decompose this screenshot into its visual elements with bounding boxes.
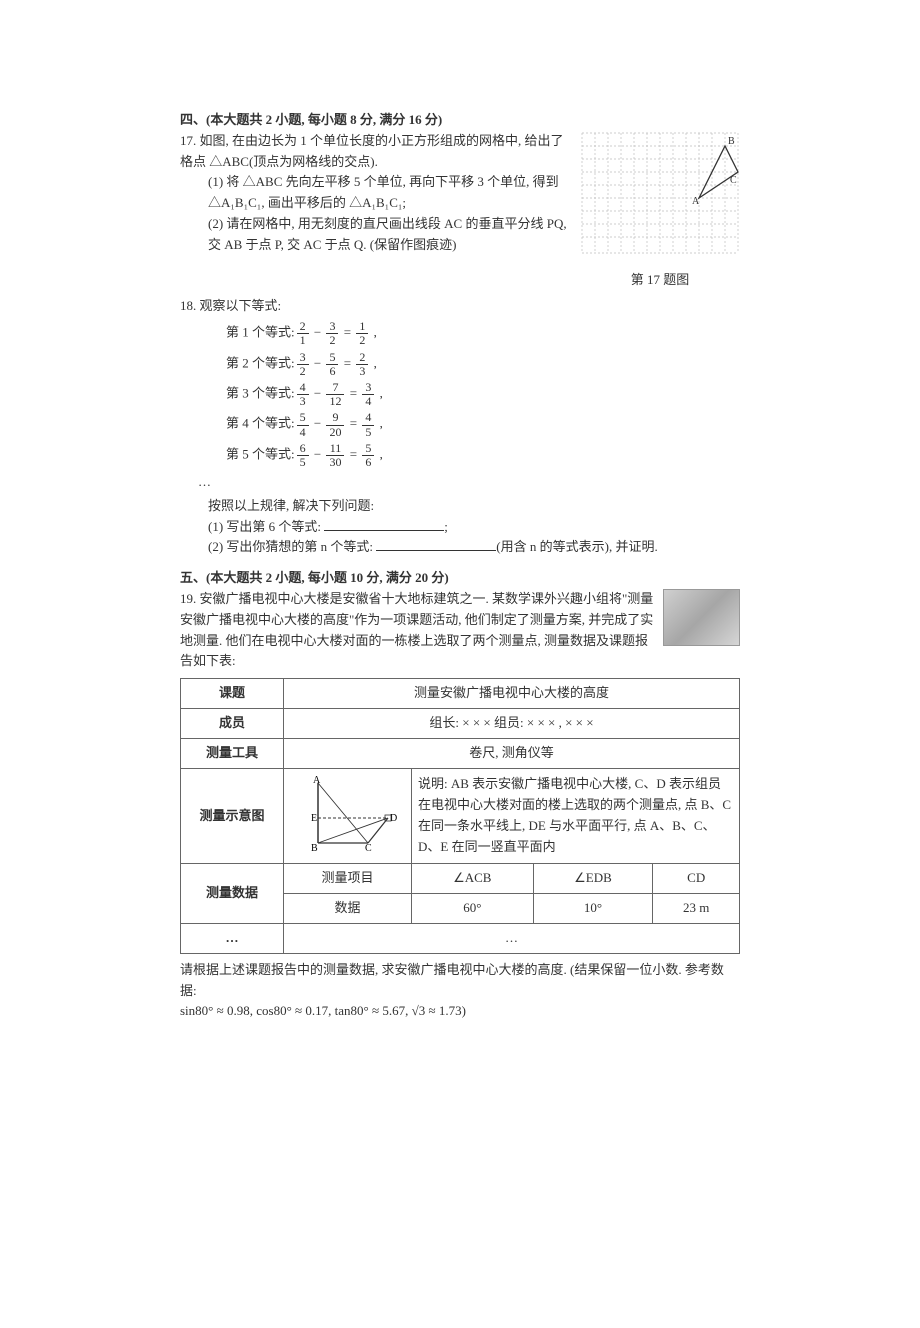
q18-number: 18. <box>180 298 196 313</box>
th-diagram: 测量示意图 <box>181 768 284 864</box>
q18-followup: 按照以上规律, 解决下列问题: <box>208 496 740 517</box>
q17-grid-svg: A B C <box>580 131 740 261</box>
q18-eq-4: 第 4 个等式:54 − 920 = 45 , <box>226 411 740 438</box>
q18-intro: 观察以下等式: <box>200 298 282 313</box>
td-acb-v: 60° <box>412 894 534 924</box>
q19-table: 课题 测量安徽广播电视中心大楼的高度 成员 组长: × × × 组员: × × … <box>180 678 740 954</box>
svg-text:E: E <box>311 813 317 824</box>
th-members: 成员 <box>181 709 284 739</box>
svg-text:A: A <box>313 775 321 786</box>
td-acb: ∠ACB <box>412 864 534 894</box>
svg-text:C: C <box>365 843 372 853</box>
q18-p1-tail: ; <box>444 519 448 534</box>
td-tools: 卷尺, 测角仪等 <box>284 738 740 768</box>
q18-p1-pre: (1) 写出第 6 个等式: <box>208 519 324 534</box>
td-diagram-desc: 说明: AB 表示安徽广播电视中心大楼, C、D 表示组员在电视中心大楼对面的楼… <box>412 768 740 864</box>
th-topic: 课题 <box>181 679 284 709</box>
section5-title: 五、(本大题共 2 小题, 每小题 10 分, 满分 20 分) <box>180 568 740 589</box>
q19-tail1: 请根据上述课题报告中的测量数据, 求安徽广播电视中心大楼的高度. (结果保留一位… <box>180 960 740 1002</box>
q19-tail2: sin80° ≈ 0.98, cos80° ≈ 0.17, tan80° ≈ 5… <box>180 1001 740 1022</box>
td-item: 测量项目 <box>284 864 412 894</box>
td-diagram: A B C D E <box>284 768 412 864</box>
q19: 19. 安徽广播电视中心大楼是安徽省十大地标建筑之一. 某数学课外兴趣小组将"测… <box>180 589 740 1022</box>
td-members: 组长: × × × 组员: × × × , × × × <box>284 709 740 739</box>
td-cd-v: 23 m <box>653 894 740 924</box>
q17-figure: A B C 第 17 题图 <box>580 131 740 291</box>
q18-eq-2: 第 2 个等式:32 − 56 = 23 , <box>226 351 740 378</box>
label-B: B <box>728 136 735 147</box>
label-A: A <box>692 196 700 207</box>
th-data: 测量数据 <box>181 864 284 924</box>
td-cd: CD <box>653 864 740 894</box>
q17-intro: 如图, 在由边长为 1 个单位长度的小正方形组成的网格中, 给出了格点 △ABC… <box>180 133 564 169</box>
td-topic: 测量安徽广播电视中心大楼的高度 <box>284 679 740 709</box>
q18-eq-3: 第 3 个等式:43 − 712 = 34 , <box>226 381 740 408</box>
q18-blank1[interactable] <box>324 517 444 531</box>
q18-blank2[interactable] <box>376 537 496 551</box>
q18-p2-tail: (用含 n 的等式表示), 并证明. <box>496 539 657 554</box>
td-edb-v: 10° <box>533 894 653 924</box>
q18-p2-pre: (2) 写出你猜想的第 n 个等式: <box>208 539 376 554</box>
q19-number: 19. <box>180 591 196 606</box>
th-tools: 测量工具 <box>181 738 284 768</box>
q17-number: 17. <box>180 133 196 148</box>
label-C: C <box>730 175 737 186</box>
td-edb: ∠EDB <box>533 864 653 894</box>
q18-eq-1: 第 1 个等式:21 − 32 = 12 , <box>226 320 740 347</box>
q17-caption: 第 17 题图 <box>580 270 740 291</box>
q18-dots: … <box>198 472 740 493</box>
th-ell: … <box>181 924 284 954</box>
td-datal: 数据 <box>284 894 412 924</box>
q19-intro: 安徽广播电视中心大楼是安徽省十大地标建筑之一. 某数学课外兴趣小组将"测量安徽广… <box>180 591 653 668</box>
td-ell: … <box>284 924 740 954</box>
q19-diagram-svg: A B C D E <box>293 773 403 853</box>
section4-title: 四、(本大题共 2 小题, 每小题 8 分, 满分 16 分) <box>180 110 740 131</box>
q17: A B C 第 17 题图 17. 如图, 在由边长为 1 个单位长度的小正方形… <box>180 131 740 291</box>
svg-text:B: B <box>311 843 318 853</box>
q18-eq-5: 第 5 个等式:65 − 1130 = 56 , <box>226 442 740 469</box>
q18: 18. 观察以下等式: 第 1 个等式:21 − 32 = 12 , 第 2 个等… <box>180 296 740 558</box>
q19-photo <box>663 589 740 646</box>
